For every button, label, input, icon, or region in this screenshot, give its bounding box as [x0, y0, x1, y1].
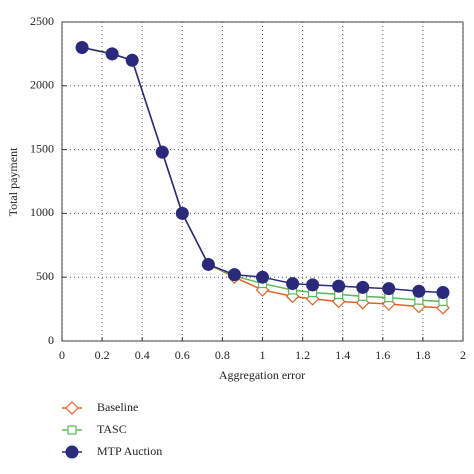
- x-tick-label: 2: [460, 348, 466, 362]
- y-tick-label: 1000: [30, 205, 54, 219]
- marker: [412, 284, 426, 298]
- y-axis-label: Total payment: [6, 147, 20, 216]
- legend-marker: [65, 445, 79, 459]
- marker: [306, 278, 320, 292]
- x-tick-label: 1.4: [335, 348, 350, 362]
- marker: [125, 53, 139, 67]
- y-tick-label: 2500: [30, 14, 54, 28]
- y-tick-label: 0: [48, 333, 54, 347]
- y-tick-label: 500: [36, 269, 54, 283]
- legend-label: Baseline: [97, 400, 138, 414]
- x-tick-label: 1.2: [295, 348, 310, 362]
- legend-label: MTP Auction: [97, 444, 162, 458]
- x-tick-label: 0.4: [135, 348, 150, 362]
- marker: [175, 206, 189, 220]
- x-axis-label: Aggregation error: [219, 368, 305, 382]
- legend-marker: [65, 401, 79, 415]
- legend-label: TASC: [97, 422, 127, 436]
- marker: [436, 286, 450, 300]
- x-tick-label: 1: [260, 348, 266, 362]
- marker: [382, 282, 396, 296]
- marker: [356, 280, 370, 294]
- marker: [155, 145, 169, 159]
- x-tick-label: 0.2: [95, 348, 110, 362]
- y-tick-label: 1500: [30, 141, 54, 155]
- marker: [256, 270, 269, 284]
- marker: [201, 257, 215, 271]
- x-tick-label: 0.6: [175, 348, 190, 362]
- marker: [75, 41, 89, 55]
- x-tick-label: 0.8: [215, 348, 230, 362]
- marker: [286, 277, 300, 291]
- marker: [105, 47, 119, 61]
- y-tick-label: 2000: [30, 78, 54, 92]
- marker: [227, 268, 241, 282]
- marker: [332, 279, 346, 293]
- x-tick-label: 0: [59, 348, 65, 362]
- x-tick-label: 1.6: [375, 348, 390, 362]
- legend-marker: [67, 425, 77, 435]
- x-tick-label: 1.8: [415, 348, 430, 362]
